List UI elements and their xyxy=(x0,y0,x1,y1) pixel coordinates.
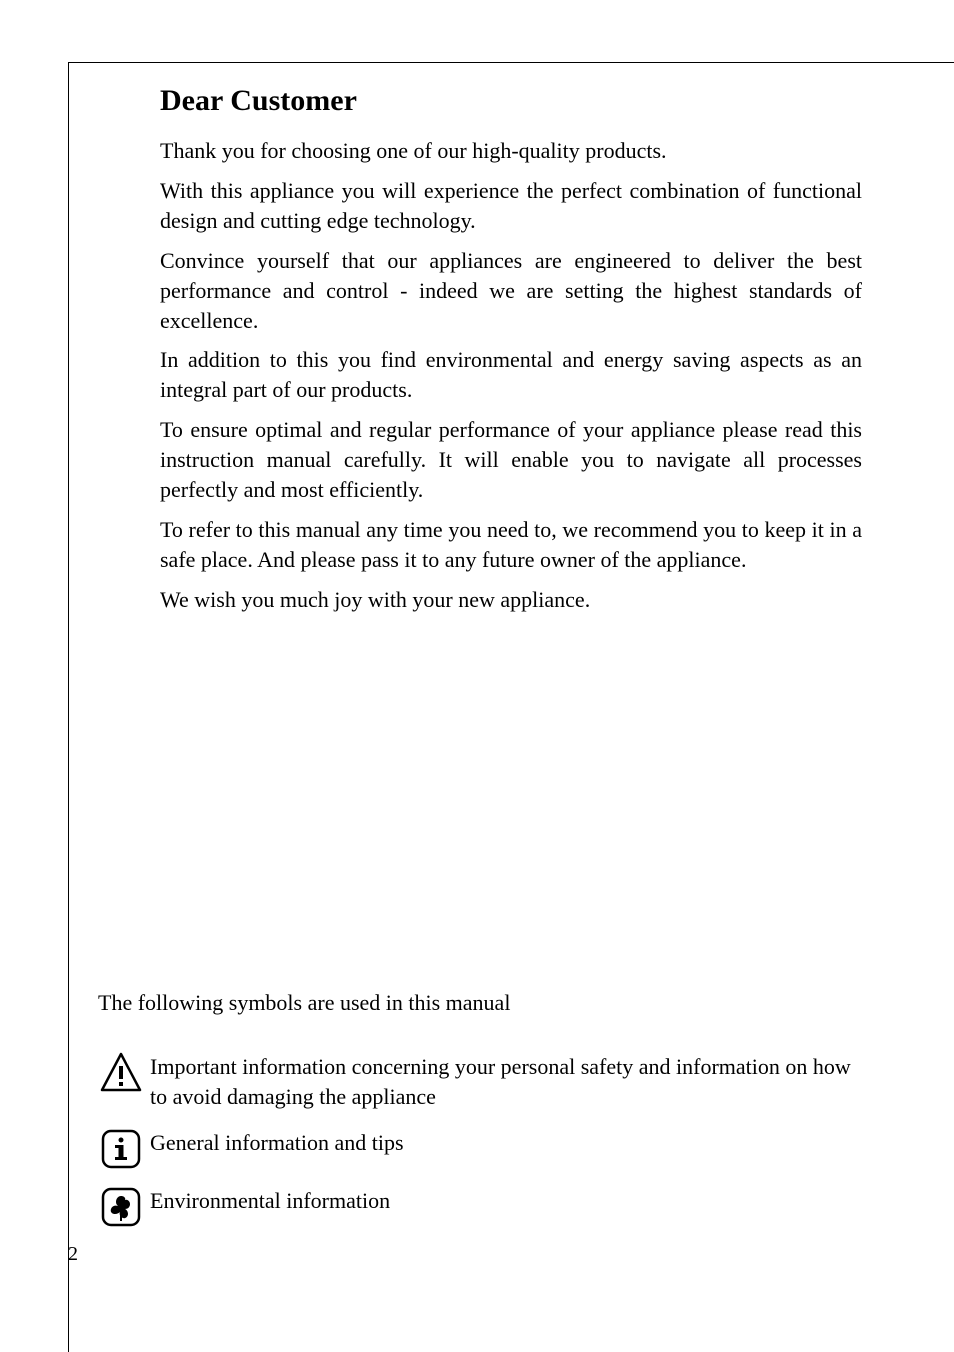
symbol-text: Important information concerning your pe… xyxy=(150,1052,862,1112)
symbol-row-environment: Environmental information xyxy=(98,1186,862,1228)
info-icon xyxy=(98,1128,144,1170)
symbol-text: Environmental information xyxy=(150,1186,862,1216)
paragraph: We wish you much joy with your new appli… xyxy=(160,585,862,615)
main-content: Dear Customer Thank you for choosing one… xyxy=(160,84,862,625)
page-number: 2 xyxy=(68,1243,78,1266)
paragraph: With this appliance you will experience … xyxy=(160,176,862,236)
paragraph: Convince yourself that our appliances ar… xyxy=(160,246,862,336)
symbol-row-warning: Important information concerning your pe… xyxy=(98,1052,862,1112)
symbols-section: The following symbols are used in this m… xyxy=(98,988,862,1244)
paragraph: In addition to this you find environment… xyxy=(160,345,862,405)
symbols-intro: The following symbols are used in this m… xyxy=(98,988,862,1018)
page-heading: Dear Customer xyxy=(160,84,862,118)
environment-icon xyxy=(98,1186,144,1228)
symbol-text: General information and tips xyxy=(150,1128,862,1158)
paragraph: To refer to this manual any time you nee… xyxy=(160,515,862,575)
paragraph: Thank you for choosing one of our high-q… xyxy=(160,136,862,166)
warning-icon xyxy=(98,1052,144,1092)
paragraph: To ensure optimal and regular performanc… xyxy=(160,415,862,505)
symbol-row-info: General information and tips xyxy=(98,1128,862,1170)
